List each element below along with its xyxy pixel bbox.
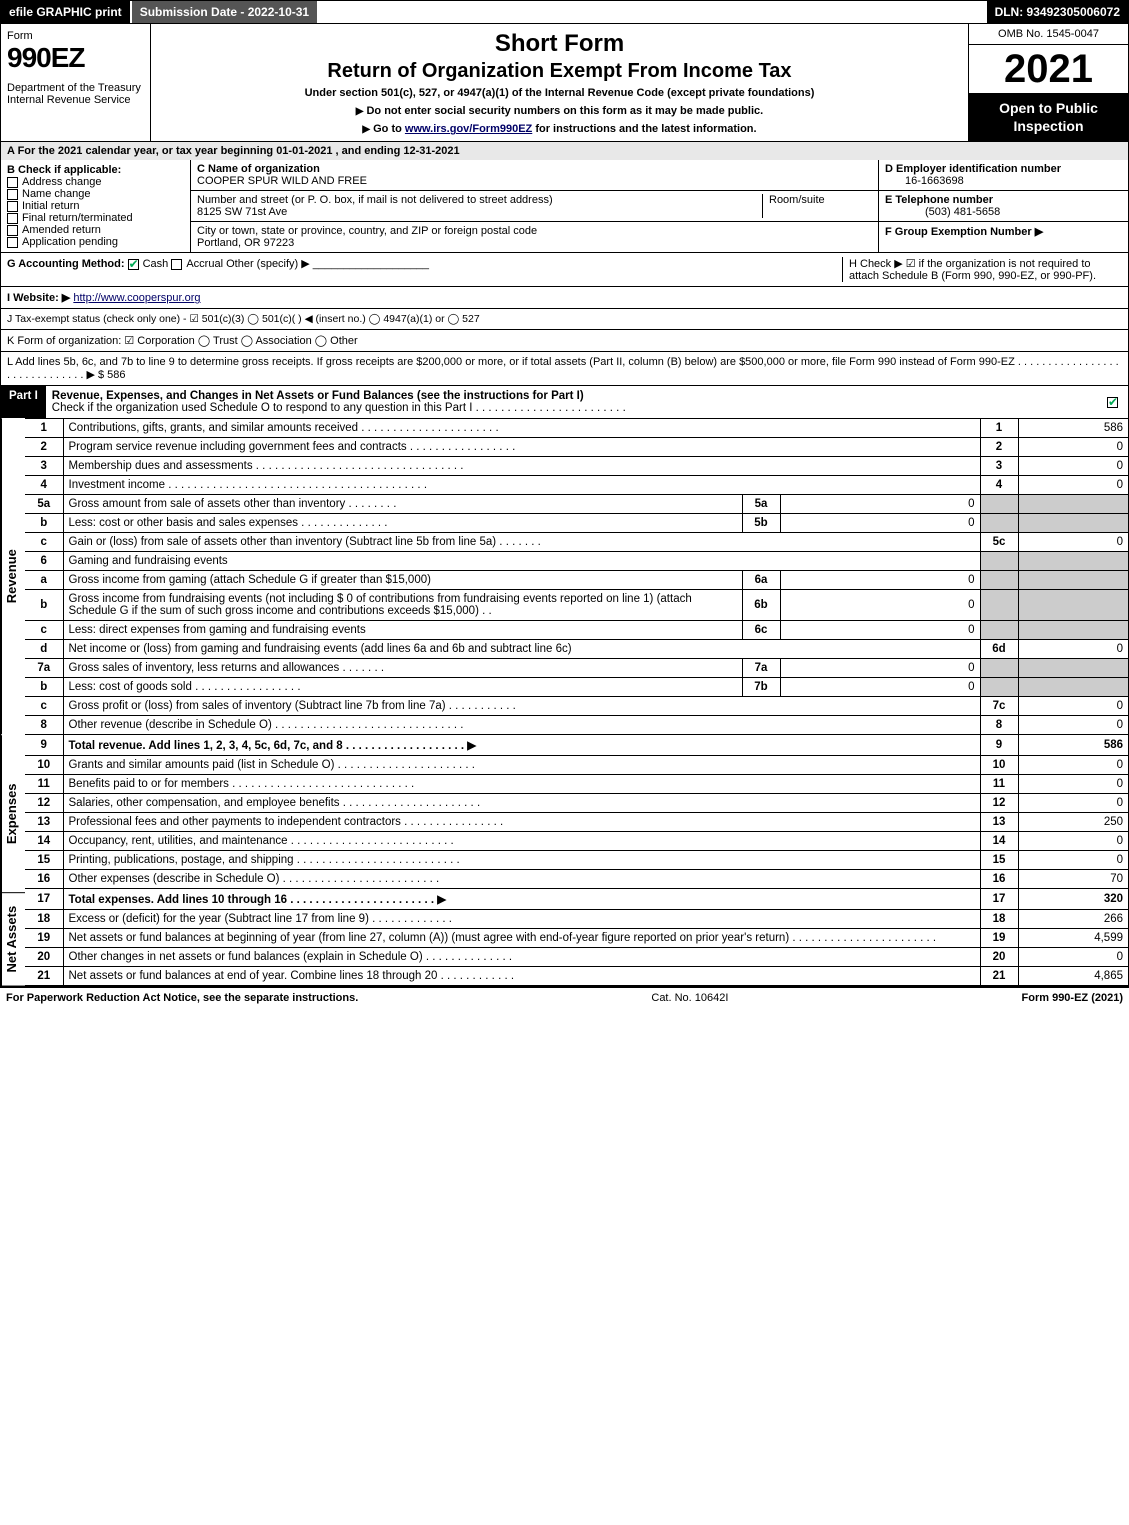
- line-6d: dNet income or (loss) from gaming and fu…: [25, 640, 1128, 659]
- line-5a: 5aGross amount from sale of assets other…: [25, 495, 1128, 514]
- line-5c: cGain or (loss) from sale of assets othe…: [25, 533, 1128, 552]
- street-val: 8125 SW 71st Ave: [197, 206, 287, 218]
- line-18: 18Excess or (deficit) for the year (Subt…: [25, 910, 1128, 929]
- block-c: C Name of organization COOPER SPUR WILD …: [191, 160, 878, 252]
- subtitle: Under section 501(c), 527, or 4947(a)(1)…: [305, 87, 815, 99]
- line-j: J Tax-exempt status (check only one) - ☑…: [1, 308, 1128, 329]
- block-bcde: B Check if applicable: Address change Na…: [1, 160, 1128, 252]
- top-bar: efile GRAPHIC print Submission Date - 20…: [0, 0, 1129, 24]
- b-label: B Check if applicable:: [7, 164, 121, 176]
- line-15: 15Printing, publications, postage, and s…: [25, 851, 1128, 870]
- line-l: L Add lines 5b, 6c, and 7b to line 9 to …: [1, 351, 1128, 385]
- line-7b: bLess: cost of goods sold . . . . . . . …: [25, 678, 1128, 697]
- form-number: 990EZ: [7, 42, 144, 74]
- line-17: 17Total expenses. Add lines 10 through 1…: [25, 889, 1128, 910]
- form-label: Form: [7, 30, 144, 42]
- line-4: 4Investment income . . . . . . . . . . .…: [25, 476, 1128, 495]
- line-20: 20Other changes in net assets or fund ba…: [25, 948, 1128, 967]
- open-to-public: Open to Public Inspection: [969, 93, 1128, 141]
- part1-badge: Part I: [1, 386, 46, 418]
- line-14: 14Occupancy, rent, utilities, and mainte…: [25, 832, 1128, 851]
- g-label: G Accounting Method:: [7, 258, 125, 270]
- ck-cash[interactable]: [128, 259, 139, 270]
- header-left: Form 990EZ Department of the Treasury In…: [1, 24, 151, 141]
- line-16: 16Other expenses (describe in Schedule O…: [25, 870, 1128, 889]
- tax-year: 2021: [969, 45, 1128, 93]
- omb-number: OMB No. 1545-0047: [969, 24, 1128, 45]
- line-5b: bLess: cost or other basis and sales exp…: [25, 514, 1128, 533]
- title-return: Return of Organization Exempt From Incom…: [327, 60, 791, 83]
- line-k: K Form of organization: ☑ Corporation ◯ …: [1, 329, 1128, 351]
- city-val: Portland, OR 97223: [197, 237, 294, 249]
- line-6a: aGross income from gaming (attach Schedu…: [25, 571, 1128, 590]
- dln-label: DLN: 93492305006072: [987, 1, 1128, 23]
- line-12: 12Salaries, other compensation, and empl…: [25, 794, 1128, 813]
- bullet-ssn: Do not enter social security numbers on …: [356, 105, 763, 117]
- part1-body: Revenue Expenses Net Assets 1Contributio…: [1, 418, 1128, 986]
- ck-address-change[interactable]: [7, 177, 18, 188]
- bullet-goto: Go to www.irs.gov/Form990EZ for instruct…: [362, 123, 756, 135]
- block-b: B Check if applicable: Address change Na…: [1, 160, 191, 252]
- line-2: 2Program service revenue including gover…: [25, 438, 1128, 457]
- phone-label: E Telephone number: [885, 194, 993, 206]
- street-label: Number and street (or P. O. box, if mail…: [197, 194, 553, 206]
- org-name: COOPER SPUR WILD AND FREE: [197, 175, 367, 187]
- ck-schedule-o[interactable]: [1107, 397, 1118, 408]
- part1-header-row: Part I Revenue, Expenses, and Changes in…: [1, 385, 1128, 418]
- footer-mid: Cat. No. 10642I: [651, 992, 728, 1004]
- part1-title: Revenue, Expenses, and Changes in Net As…: [52, 390, 584, 402]
- line-21: 21Net assets or fund balances at end of …: [25, 967, 1128, 986]
- line-1: 1Contributions, gifts, grants, and simil…: [25, 419, 1128, 438]
- ck-application-pending[interactable]: [7, 237, 18, 248]
- line-6c: cLess: direct expenses from gaming and f…: [25, 621, 1128, 640]
- header-right: OMB No. 1545-0047 2021 Open to Public In…: [968, 24, 1128, 141]
- part1-check-note: Check if the organization used Schedule …: [52, 402, 626, 414]
- room-suite: Room/suite: [762, 194, 872, 218]
- line-8: 8Other revenue (describe in Schedule O) …: [25, 716, 1128, 735]
- footer-left: For Paperwork Reduction Act Notice, see …: [6, 992, 358, 1004]
- ck-name-change[interactable]: [7, 189, 18, 200]
- ck-initial-return[interactable]: [7, 201, 18, 212]
- line-6: 6Gaming and fundraising events: [25, 552, 1128, 571]
- block-def: D Employer identification number16-16636…: [878, 160, 1128, 252]
- page-footer: For Paperwork Reduction Act Notice, see …: [0, 987, 1129, 1008]
- header-mid: Short Form Return of Organization Exempt…: [151, 24, 968, 141]
- ck-final-return[interactable]: [7, 213, 18, 224]
- ein: 16-1663698: [885, 175, 964, 187]
- form-header: Form 990EZ Department of the Treasury In…: [0, 24, 1129, 142]
- line-9: 9Total revenue. Add lines 1, 2, 3, 4, 5c…: [25, 735, 1128, 756]
- line-7c: cGross profit or (loss) from sales of in…: [25, 697, 1128, 716]
- line-h: H Check ▶ ☑ if the organization is not r…: [842, 257, 1122, 282]
- phone: (503) 481-5658: [885, 206, 1000, 218]
- expenses-vlabel: Expenses: [1, 735, 25, 893]
- line-i: I Website: ▶ http://www.cooperspur.org: [1, 286, 1128, 308]
- line-10: 10Grants and similar amounts paid (list …: [25, 756, 1128, 775]
- title-short-form: Short Form: [495, 30, 624, 58]
- ck-accrual[interactable]: [171, 259, 182, 270]
- line-3: 3Membership dues and assessments . . . .…: [25, 457, 1128, 476]
- department-label: Department of the Treasury Internal Reve…: [7, 82, 144, 106]
- revenue-vlabel: Revenue: [1, 418, 25, 734]
- section-a-wrap: A For the 2021 calendar year, or tax yea…: [0, 142, 1129, 987]
- footer-right: Form 990-EZ (2021): [1022, 992, 1123, 1004]
- ck-amended[interactable]: [7, 225, 18, 236]
- netassets-vlabel: Net Assets: [1, 893, 25, 987]
- submission-date: Submission Date - 2022-10-31: [130, 1, 319, 23]
- efile-label[interactable]: efile GRAPHIC print: [1, 1, 130, 23]
- line-gh: G Accounting Method: Cash Accrual Other …: [1, 252, 1128, 286]
- line-11: 11Benefits paid to or for members . . . …: [25, 775, 1128, 794]
- website-link[interactable]: http://www.cooperspur.org: [73, 292, 200, 304]
- city-label: City or town, state or province, country…: [197, 225, 537, 237]
- c-label: C Name of organization: [197, 163, 320, 175]
- group-label: F Group Exemption Number ▶: [885, 226, 1043, 238]
- irs-link[interactable]: www.irs.gov/Form990EZ: [405, 123, 532, 135]
- ein-label: D Employer identification number: [885, 163, 1061, 175]
- line-6b: bGross income from fundraising events (n…: [25, 590, 1128, 621]
- line-13: 13Professional fees and other payments t…: [25, 813, 1128, 832]
- line-19: 19Net assets or fund balances at beginni…: [25, 929, 1128, 948]
- line-7a: 7aGross sales of inventory, less returns…: [25, 659, 1128, 678]
- lines-table: 1Contributions, gifts, grants, and simil…: [25, 418, 1128, 986]
- line-a: A For the 2021 calendar year, or tax yea…: [1, 142, 1128, 160]
